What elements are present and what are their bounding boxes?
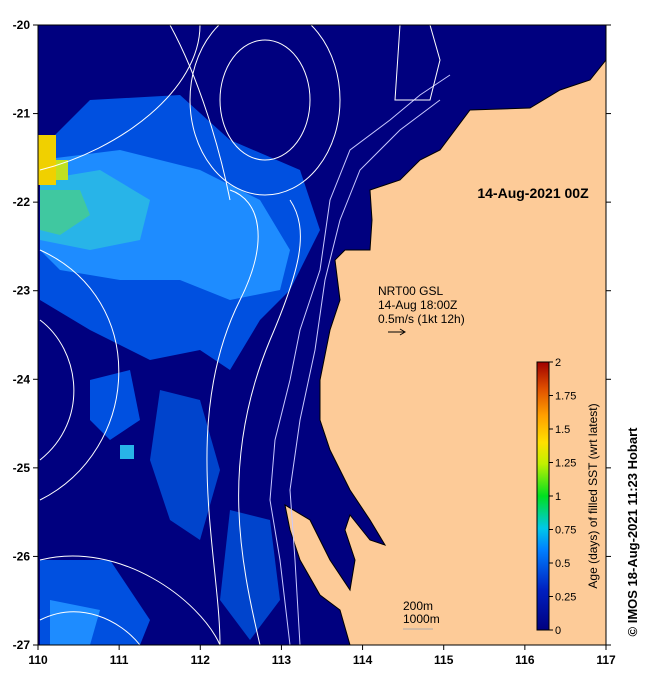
contour-legend-1000m: 1000m (403, 612, 440, 626)
lat-tick-label: -26 (13, 549, 31, 563)
colorbar-tick-label: 0.75 (555, 525, 576, 537)
current-legend: NRT00 GSL 14-Aug 18:00Z 0.5m/s (1kt 12h) (378, 284, 465, 336)
colorbar-tick-label: 1.25 (555, 458, 576, 470)
lon-tick-label: 116 (515, 653, 535, 667)
lon-tick-label: 110 (28, 653, 48, 667)
lon-tick-label: 112 (191, 653, 211, 667)
lat-tick-label: -24 (13, 372, 31, 386)
colorbar-tick-label: 2 (555, 357, 561, 369)
lon-tick-label: 111 (110, 653, 129, 667)
colorbar-tick-label: 0.25 (555, 592, 576, 604)
land (284, 59, 606, 645)
current-legend-line1: NRT00 GSL (378, 284, 443, 298)
colorbar-tick-label: 0 (555, 625, 561, 637)
current-legend-line3: 0.5m/s (1kt 12h) (378, 312, 465, 326)
credit-label: © IMOS 18-Aug-2021 11:23 Hobart (625, 427, 640, 637)
colorbar-label: Age (days) of filled SST (wrt latest) (586, 403, 600, 588)
lat-tick-label: -25 (13, 461, 31, 475)
lon-tick-label: 113 (272, 653, 292, 667)
colorbar-scale (536, 361, 550, 631)
lat-tick-label: -21 (13, 107, 31, 121)
map-frame (37, 24, 607, 646)
contour-legend-200m: 200m (403, 599, 433, 613)
lat-tick-label: -20 (13, 18, 31, 32)
date-label: 14-Aug-2021 00Z (477, 185, 589, 201)
current-legend-line2: 14-Aug 18:00Z (378, 298, 457, 312)
lon-tick-label: 117 (596, 653, 616, 667)
colorbar-tick-label: 1 (555, 491, 561, 503)
arrow-icon (388, 328, 406, 336)
colorbar-tick-label: 1.75 (555, 391, 576, 403)
axes: 110 111 112 113 114 115 116 117 -20 -21 -22 -23 -24 -… (13, 18, 616, 667)
colorbar-tick-label: 1.5 (555, 424, 570, 436)
lat-tick-label: -22 (13, 195, 31, 209)
contour-legend: 200m 1000m (403, 599, 440, 630)
lat-tick-label: -27 (13, 638, 31, 652)
colorbar: 0 0.25 0.5 0.75 1 1.25 1.5 1.75 2 Age (days) of … (536, 357, 600, 637)
colorbar-tick-label: 0.5 (555, 558, 570, 570)
bathymetry-contours (269, 74, 451, 645)
pressure-contours (39, 25, 441, 645)
lon-tick-label: 114 (353, 653, 373, 667)
lon-tick-label: 115 (434, 653, 454, 667)
lat-tick-label: -23 (13, 284, 31, 298)
